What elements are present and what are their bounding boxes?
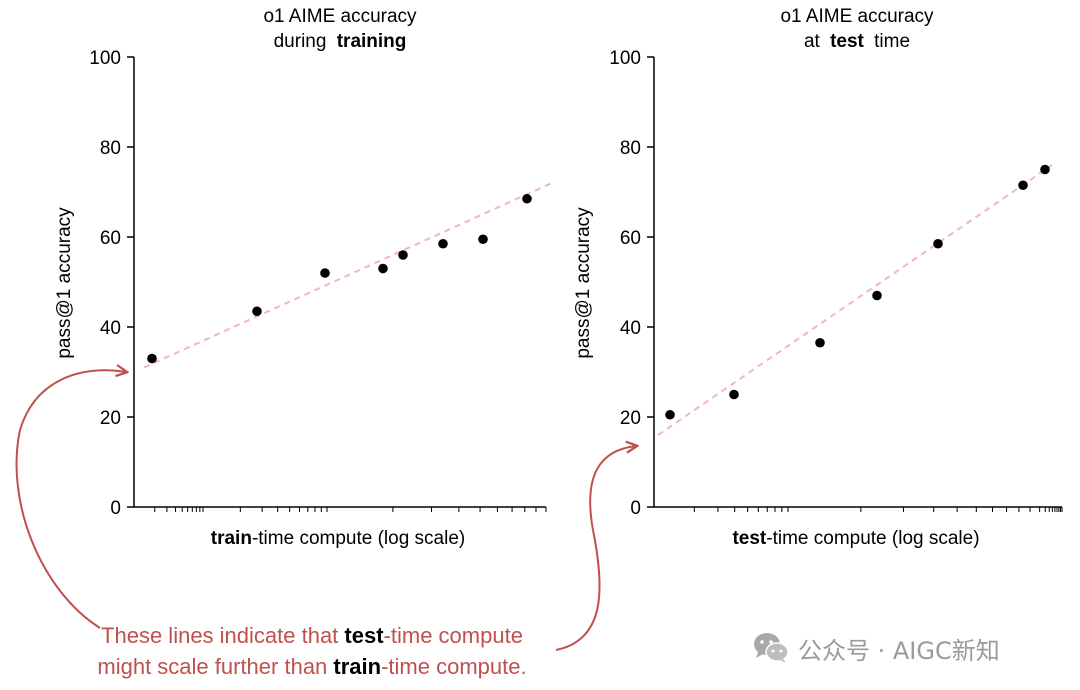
left-data-point [438, 238, 448, 249]
right-y-tick-label: 20 [620, 408, 641, 429]
left-data-point [398, 250, 408, 260]
left-y-axis-label: pass@1 accuracy [54, 207, 75, 359]
left-title-bold: training [337, 31, 407, 52]
left-trend-line [143, 182, 553, 369]
left-y-tick-label: 60 [100, 228, 121, 249]
annotation-line1-bold: test [344, 623, 384, 648]
annotation-arrow-left [15, 370, 126, 629]
left-y-tick-label: 20 [100, 408, 121, 429]
left-data-point [147, 353, 157, 364]
right-data-point [729, 389, 739, 400]
left-chart-title-line2: during training [274, 31, 407, 52]
left-data-point [378, 263, 388, 274]
right-data-point [815, 337, 825, 348]
right-xlabel-bold: test [732, 528, 766, 549]
right-trend-line [657, 164, 1053, 436]
annotation-line1: These lines indicate that test-time comp… [62, 620, 562, 651]
annotation-arrow-right [555, 446, 636, 651]
annotation-line2-pre: might scale further than [97, 654, 334, 679]
left-title-pre: during [274, 31, 327, 52]
left-x-minor-ticks [154, 507, 547, 512]
left-data-point [320, 268, 330, 278]
left-x-axis-label: train-time compute (log scale) [211, 528, 465, 549]
right-xlabel-rest: -time compute (log scale) [766, 528, 979, 549]
watermark: 公众号 · AIGC新知 [752, 628, 1000, 668]
watermark-text: 公众号 · AIGC新知 [798, 636, 1000, 665]
left-data-point [522, 193, 532, 204]
left-y-tick-label: 100 [89, 48, 121, 69]
left-xlabel-bold: train [211, 528, 252, 549]
right-y-tick-label: 100 [609, 48, 641, 69]
right-title-bold: test [830, 31, 864, 52]
right-y-ticks: 0 20 40 60 80 100 [609, 48, 654, 519]
annotation-line2-post: -time compute. [381, 654, 527, 679]
left-y-tick-label: 80 [100, 138, 121, 159]
left-chart-title-line1: o1 AIME accuracy [263, 6, 417, 27]
left-y-tick-label: 40 [100, 318, 121, 339]
right-data-point [665, 409, 675, 420]
right-x-minor-ticks [693, 507, 1063, 512]
right-data-points [665, 164, 1050, 420]
right-chart-title-line2: at test time [804, 31, 910, 52]
right-data-point [1018, 180, 1028, 191]
left-chart: o1 AIME accuracy during training pass@1 … [54, 6, 553, 549]
right-y-axis-label: pass@1 accuracy [573, 207, 594, 359]
right-title-post: time [874, 31, 910, 52]
annotation-text: These lines indicate that test-time comp… [62, 620, 562, 682]
left-data-point [252, 306, 262, 317]
right-title-pre: at [804, 31, 821, 52]
right-chart-title-line1: o1 AIME accuracy [780, 6, 934, 27]
right-data-point [872, 290, 882, 301]
left-y-tick-label: 0 [110, 498, 121, 519]
annotation-line1-pre: These lines indicate that [101, 623, 345, 648]
annotation-line1-post: -time compute [383, 623, 523, 648]
left-xlabel-rest: -time compute (log scale) [252, 528, 465, 549]
right-y-tick-label: 0 [630, 498, 641, 519]
annotation-line2-bold: train [333, 654, 382, 679]
right-x-axis-label: test-time compute (log scale) [732, 528, 979, 549]
right-data-point [933, 238, 943, 249]
right-y-tick-label: 60 [620, 228, 641, 249]
right-y-tick-label: 80 [620, 138, 641, 159]
left-y-ticks: 0 20 40 60 80 100 [89, 48, 134, 519]
wechat-icon [754, 633, 789, 663]
right-data-point [1040, 164, 1050, 175]
annotation-line2: might scale further than train-time comp… [62, 651, 562, 682]
right-y-tick-label: 40 [620, 318, 641, 339]
left-data-points [147, 193, 532, 364]
left-data-point [478, 234, 488, 245]
right-chart: o1 AIME accuracy at test time pass@1 acc… [573, 6, 1063, 549]
